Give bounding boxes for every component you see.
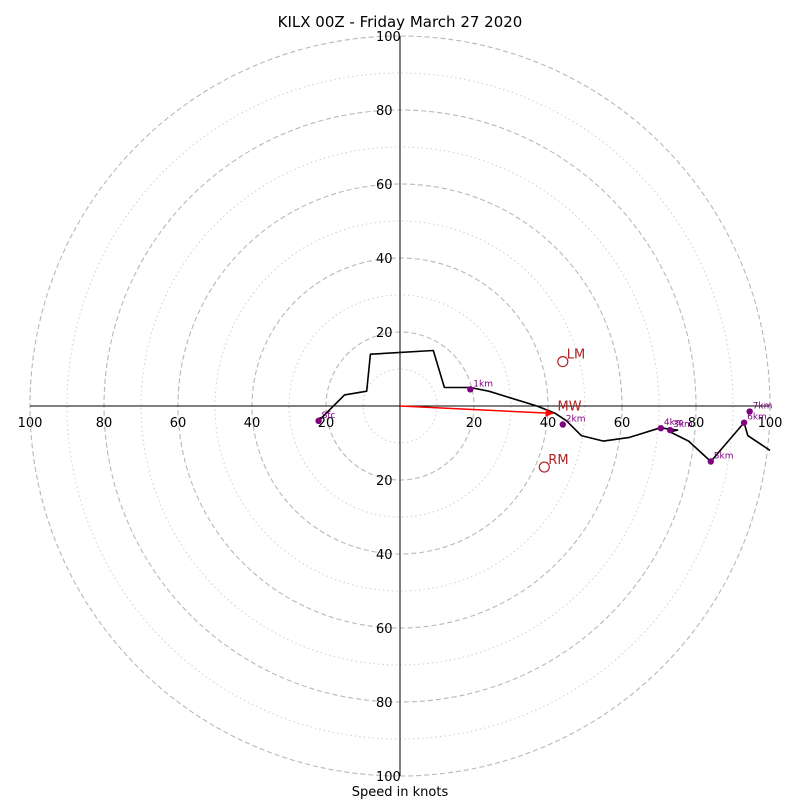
height-marker-6km xyxy=(740,419,748,426)
storm-marker-LM xyxy=(557,356,569,368)
storm-marker-RM xyxy=(538,461,550,473)
x-tick-label-pos-60: 60 xyxy=(614,416,631,431)
y-tick-label-neg-100: 100 xyxy=(376,770,401,785)
height-label-Sfc: Sfc xyxy=(322,411,336,421)
wind-trace xyxy=(318,349,771,463)
y-tick-label-pos-40: 40 xyxy=(376,252,393,267)
y-tick-label-pos-20: 20 xyxy=(376,326,393,341)
height-label-4km: 4km xyxy=(664,418,684,428)
height-marker-5km xyxy=(707,458,714,465)
height-label-6km: 6km xyxy=(747,413,767,423)
x-tick-label-neg-100: 100 xyxy=(18,416,43,431)
x-tick-label-pos-20: 20 xyxy=(466,416,483,431)
height-marker-2km xyxy=(559,421,566,428)
x-tick-label-pos-40: 40 xyxy=(540,416,557,431)
height-label-2km: 2km xyxy=(566,415,586,425)
y-tick-label-neg-60: 60 xyxy=(376,622,393,637)
y-tick-label-pos-80: 80 xyxy=(376,104,393,119)
height-label-7km: 7km xyxy=(753,402,773,412)
mean-wind-vector xyxy=(399,405,554,417)
x-tick-label-neg-80: 80 xyxy=(96,416,113,431)
height-marker-4km xyxy=(657,425,665,432)
x-tick-label-pos-80: 80 xyxy=(688,416,705,431)
mean-wind-arrow-shaft xyxy=(399,405,554,415)
x-tick-label-neg-40: 40 xyxy=(244,416,261,431)
height-marker-7km xyxy=(746,408,753,415)
x-axis-label: Speed in knots xyxy=(352,785,449,800)
storm-motion-markers: LM RM MW xyxy=(538,348,585,473)
y-tick-label-neg-40: 40 xyxy=(376,548,393,563)
storm-label-MW: MW xyxy=(558,399,582,414)
x-tick-label-pos-100: 100 xyxy=(758,416,783,431)
height-marker-Sfc xyxy=(315,417,322,424)
x-tick-label-neg-60: 60 xyxy=(170,416,187,431)
chart-title: KILX 00Z - Friday March 27 2020 xyxy=(278,13,523,31)
storm-label-RM: RM xyxy=(548,453,568,468)
x-tick-label-neg-20: 20 xyxy=(318,416,335,431)
y-tick-label-pos-60: 60 xyxy=(376,178,393,193)
wind-profile-line xyxy=(318,349,771,463)
y-tick-label-pos-100: 100 xyxy=(376,30,401,45)
height-label-5km: 5km xyxy=(714,452,734,462)
height-marker-3km xyxy=(666,426,674,434)
height-marker-1km xyxy=(467,386,474,393)
y-tick-label-neg-20: 20 xyxy=(376,474,393,489)
y-tick-label-neg-80: 80 xyxy=(376,696,393,711)
storm-label-LM: LM xyxy=(567,348,585,363)
height-label-1km: 1km xyxy=(473,379,493,389)
tick-labels: 20 20 20 20 40 40 40 40 60 60 60 60 80 80 80 80 100 100 10… xyxy=(18,30,783,785)
mean-wind-arrow-head xyxy=(545,409,554,417)
height-label-3km: 3km xyxy=(673,420,693,430)
